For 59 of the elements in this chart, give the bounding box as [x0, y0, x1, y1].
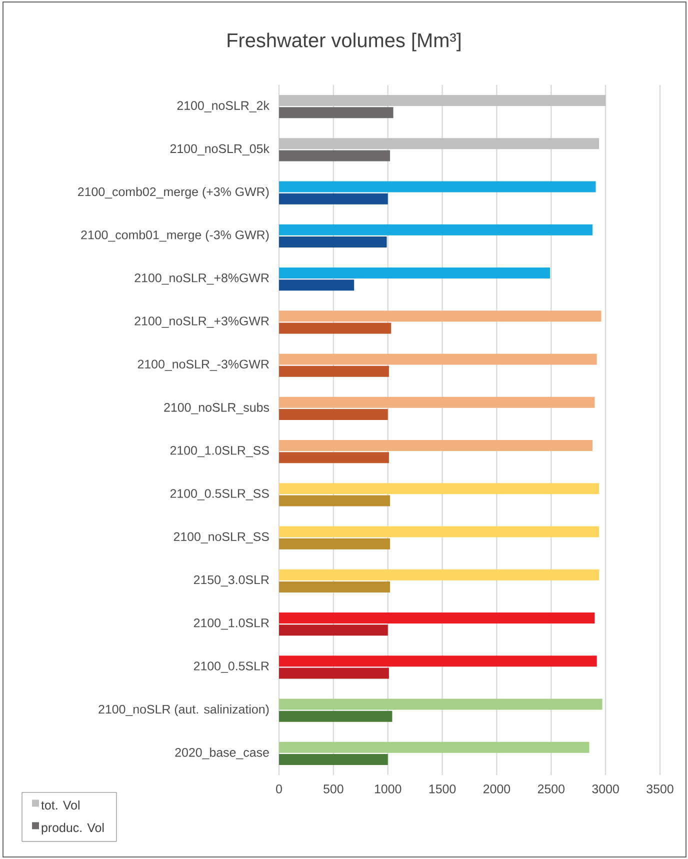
- bar: [279, 236, 387, 248]
- y-tick-label: 2100_noSLR (aut. salinization): [98, 704, 269, 716]
- y-tick-label: 2150_3.0SLR: [194, 575, 269, 587]
- x-tick-label: 2500: [538, 784, 564, 794]
- bar: [279, 483, 600, 494]
- x-tick-label: 2000: [483, 784, 510, 794]
- x-tick-label: 1500: [429, 784, 456, 794]
- y-tick-label: 2100_0.5SLR: [194, 662, 269, 673]
- bar: [279, 612, 595, 624]
- bar: [279, 181, 596, 192]
- bar: [279, 354, 597, 365]
- bar: [279, 656, 597, 667]
- bar: [279, 668, 389, 679]
- y-tick-label: 2100_noSLR_2k: [177, 100, 270, 112]
- bar: [279, 322, 392, 334]
- bar: [279, 495, 390, 506]
- bar: [279, 624, 388, 636]
- bar: [279, 396, 595, 408]
- bar: [279, 95, 606, 106]
- bar: [279, 526, 600, 538]
- bar: [279, 569, 600, 580]
- bar: [279, 452, 389, 464]
- x-tick-label: 3000: [592, 784, 619, 794]
- bar: [279, 408, 388, 420]
- bar: [279, 698, 602, 710]
- y-tick-label: 2100_comb01_merge (-3% GWR): [81, 230, 269, 242]
- y-tick-label: 2100_noSLR_+8%GWR: [134, 273, 269, 285]
- bar: [279, 224, 593, 236]
- y-tick-label: 2100_noSLR_05k: [170, 144, 270, 156]
- bar: [279, 538, 390, 550]
- legend-label: tot. Vol: [41, 800, 80, 810]
- bar: [279, 581, 390, 592]
- bar: [279, 280, 354, 291]
- y-tick-label: 2020_base_case: [175, 748, 269, 760]
- legend-label: produc. Vol: [42, 822, 104, 835]
- y-tick-label: 2100_noSLR_subs: [164, 402, 270, 414]
- y-tick-label: 2100_noSLR_SS: [174, 532, 269, 544]
- bar: [279, 193, 388, 204]
- bar: [279, 310, 602, 322]
- x-tick-label: 1000: [374, 784, 402, 794]
- x-tick-label: 0: [276, 784, 282, 794]
- bar: [279, 710, 392, 722]
- y-tick-label: 2100_noSLR_-3%GWR: [138, 360, 269, 371]
- x-tick-label: 3500: [646, 784, 674, 794]
- bar: [279, 150, 390, 162]
- y-tick-label: 2100_comb02_merge (+3% GWR): [78, 187, 269, 199]
- y-tick-label: 2100_0.5SLR_SS: [170, 489, 269, 500]
- y-tick-label: 2100_noSLR_+3%GWR: [134, 316, 269, 328]
- x-tick-label: 500: [324, 784, 344, 794]
- bar: [279, 138, 600, 150]
- bar: [279, 107, 394, 118]
- bar: [279, 366, 389, 377]
- bar: [279, 440, 593, 452]
- chart-title: Freshwater volumes [Mm³]: [228, 32, 460, 52]
- bar: [279, 742, 590, 753]
- y-tick-label: 2100_1.0SLR_SS: [170, 446, 269, 458]
- bar: [279, 268, 550, 279]
- y-tick-label: 2100_1.0SLR: [194, 618, 269, 630]
- bar: [279, 754, 388, 765]
